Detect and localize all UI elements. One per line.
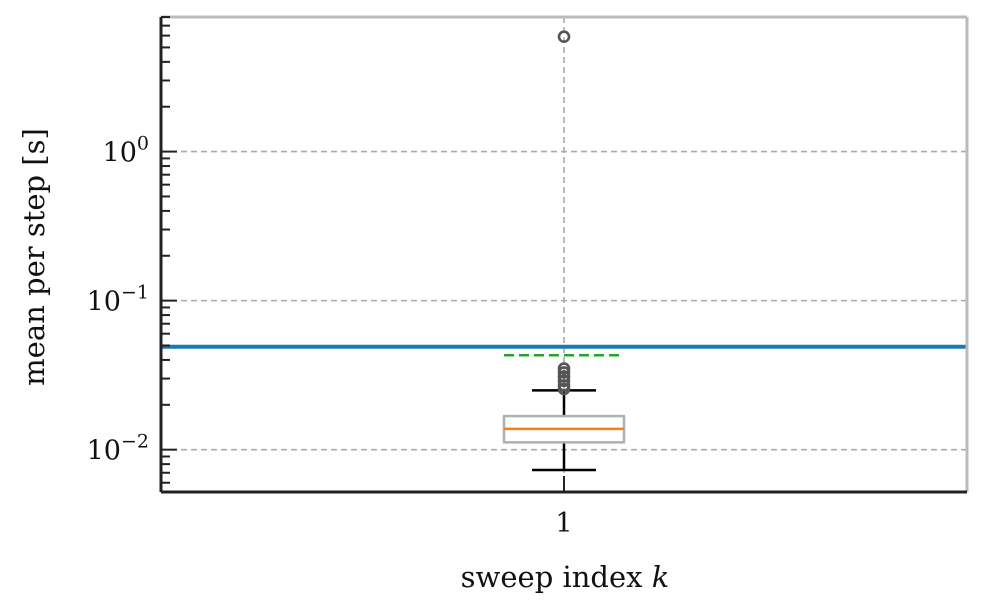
x-axis-label-text: sweep index [461, 560, 643, 594]
x-axis-label: sweep index k [461, 560, 670, 594]
y-tick-label-exponent: 0 [137, 133, 149, 155]
x-axis-label-variable: k [652, 560, 670, 594]
y-tick-label: 10−1 [87, 282, 149, 318]
outlier-point [557, 30, 571, 44]
outlier-point [557, 370, 571, 383]
y-tick-label-base: 10 [103, 138, 137, 169]
outlier-point [557, 374, 571, 388]
y-axis-label: mean per step [s] [17, 128, 51, 386]
y-tick-label-exponent: −2 [121, 431, 149, 453]
plot-data [161, 30, 967, 472]
y-tick-label: 10−2 [87, 431, 149, 467]
y-tick-label-base: 10 [87, 436, 121, 467]
x-tick-label: 1 [555, 508, 572, 539]
y-tick-label: 100 [103, 133, 149, 169]
y-tick-label-base: 10 [87, 287, 121, 318]
axis-ticks [161, 16, 565, 492]
outlier-point [557, 362, 571, 375]
y-tick-label-exponent: −1 [121, 282, 149, 304]
